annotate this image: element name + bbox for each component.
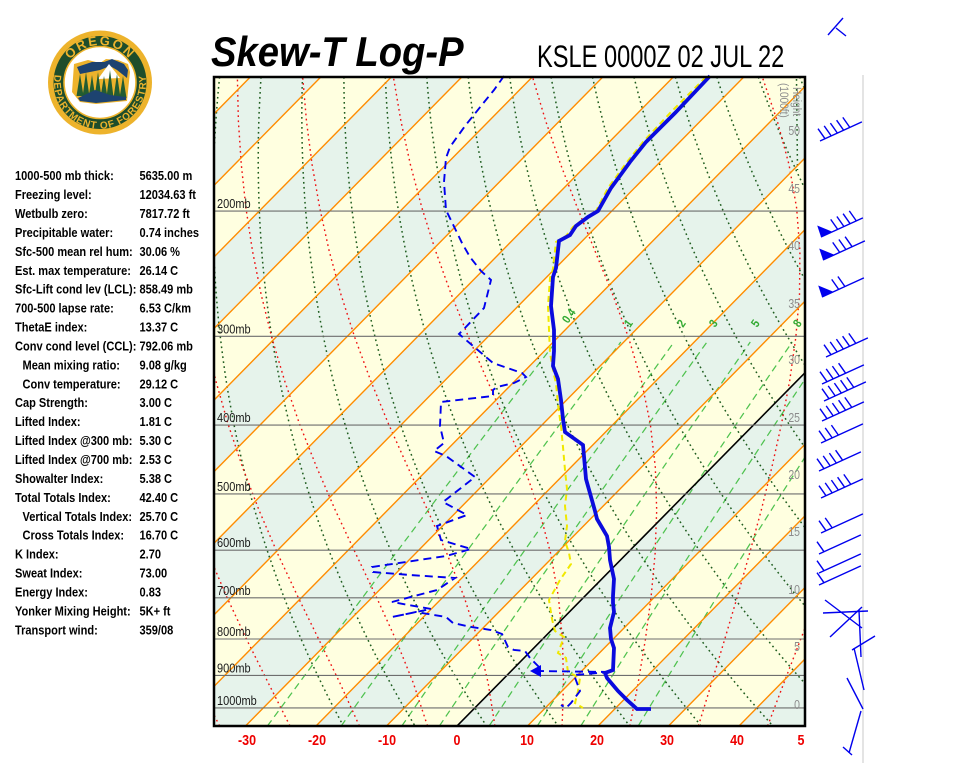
svg-text:2.53 C: 2.53 C [140, 452, 173, 467]
svg-text:29.12 C: 29.12 C [140, 376, 179, 391]
svg-text:10: 10 [520, 732, 534, 748]
svg-text:400mb: 400mb [217, 411, 251, 425]
svg-text:Vertical Totals Index:: Vertical Totals Index: [23, 509, 133, 524]
svg-text:73.00: 73.00 [140, 566, 168, 581]
svg-text:Est. max temperature:: Est. max temperature: [15, 263, 131, 278]
svg-text:1000mb: 1000mb [217, 694, 257, 708]
svg-text:Mean mixing ratio:: Mean mixing ratio: [23, 358, 120, 373]
svg-text:40: 40 [730, 732, 744, 748]
svg-text:Conv cond level (CCL):: Conv cond level (CCL): [15, 339, 136, 354]
svg-text:-20: -20 [308, 732, 326, 748]
svg-text:-30: -30 [238, 732, 256, 748]
svg-text:900mb: 900mb [217, 662, 251, 676]
svg-text:Height: Height [790, 87, 803, 116]
svg-text:5635.00 m: 5635.00 m [140, 168, 193, 183]
svg-text:Lifted Index @300 mb:: Lifted Index @300 mb: [15, 433, 132, 448]
svg-text:5K+ ft: 5K+ ft [140, 604, 171, 619]
svg-text:Sfc-500 mean rel hum:: Sfc-500 mean rel hum: [15, 244, 133, 259]
svg-text:30: 30 [788, 354, 800, 367]
svg-text:5: 5 [798, 732, 805, 748]
svg-text:K Index:: K Index: [15, 547, 59, 562]
svg-text:20: 20 [788, 469, 800, 482]
svg-text:Conv temperature:: Conv temperature: [23, 376, 121, 391]
svg-text:5.38 C: 5.38 C [140, 471, 173, 486]
svg-text:Showalter Index:: Showalter Index: [15, 471, 103, 486]
svg-text:Sweat Index:: Sweat Index: [15, 566, 82, 581]
svg-text:858.49 mb: 858.49 mb [140, 282, 193, 297]
svg-text:Lifted Index:: Lifted Index: [15, 414, 81, 429]
svg-text:30: 30 [660, 732, 674, 748]
svg-text:26.14 C: 26.14 C [140, 263, 179, 278]
svg-text:Sfc-Lift cond lev (LCL):: Sfc-Lift cond lev (LCL): [15, 282, 136, 297]
svg-text:30.06 %: 30.06 % [140, 244, 181, 259]
svg-text:50: 50 [788, 125, 800, 138]
svg-text:7817.72 ft: 7817.72 ft [140, 206, 190, 221]
svg-text:(1000ft): (1000ft) [777, 83, 790, 118]
svg-text:Cap Strength:: Cap Strength: [15, 395, 88, 410]
svg-text:300mb: 300mb [217, 323, 251, 337]
svg-text:Yonker Mixing Height:: Yonker Mixing Height: [15, 604, 131, 619]
svg-text:Wetbulb zero:: Wetbulb zero: [15, 206, 88, 221]
svg-text:20: 20 [590, 732, 604, 748]
svg-text:40: 40 [788, 240, 800, 253]
svg-text:Transport wind:: Transport wind: [15, 622, 98, 637]
svg-text:6.53 C/km: 6.53 C/km [140, 301, 192, 316]
svg-text:800mb: 800mb [217, 625, 251, 639]
svg-text:Skew-T Log-P: Skew-T Log-P [211, 28, 464, 75]
svg-text:1.81 C: 1.81 C [140, 414, 173, 429]
svg-text:13.37 C: 13.37 C [140, 320, 179, 335]
svg-text:200mb: 200mb [217, 197, 251, 211]
svg-text:42.40 C: 42.40 C [140, 490, 179, 505]
svg-text:35: 35 [788, 298, 800, 311]
svg-text:10: 10 [788, 584, 800, 597]
svg-text:5.30 C: 5.30 C [140, 433, 173, 448]
svg-text:Freezing level:: Freezing level: [15, 187, 92, 202]
svg-text:700mb: 700mb [217, 584, 251, 598]
svg-text:ThetaE index:: ThetaE index: [15, 320, 87, 335]
svg-text:Lifted Index @700 mb:: Lifted Index @700 mb: [15, 452, 132, 467]
svg-text:500mb: 500mb [217, 480, 251, 494]
svg-text:1000-500 mb thick:: 1000-500 mb thick: [15, 168, 114, 183]
svg-text:Energy Index:: Energy Index: [15, 585, 88, 600]
svg-text:45: 45 [788, 183, 800, 196]
svg-text:792.06 mb: 792.06 mb [140, 339, 193, 354]
svg-text:15: 15 [788, 526, 800, 539]
svg-text:600mb: 600mb [217, 537, 251, 551]
svg-text:3.00 C: 3.00 C [140, 395, 173, 410]
svg-text:25.70 C: 25.70 C [140, 509, 179, 524]
svg-text:KSLE 0000Z 02 JUL 22: KSLE 0000Z 02 JUL 22 [537, 39, 784, 74]
svg-text:9.08 g/kg: 9.08 g/kg [140, 358, 187, 373]
svg-text:700-500 lapse rate:: 700-500 lapse rate: [15, 301, 114, 316]
svg-text:Precipitable water:: Precipitable water: [15, 225, 113, 240]
svg-text:0: 0 [794, 699, 800, 712]
svg-text:2.70: 2.70 [140, 547, 162, 562]
svg-text:-10: -10 [378, 732, 396, 748]
svg-text:0: 0 [454, 732, 461, 748]
svg-text:Total Totals Index:: Total Totals Index: [15, 490, 111, 505]
svg-text:12034.63 ft: 12034.63 ft [140, 187, 196, 202]
svg-text:16.70 C: 16.70 C [140, 528, 179, 543]
svg-text:5: 5 [794, 641, 800, 654]
svg-text:25: 25 [788, 412, 800, 425]
svg-text:0.83: 0.83 [140, 585, 162, 600]
svg-text:359/08: 359/08 [140, 622, 174, 637]
svg-text:0.74 inches: 0.74 inches [140, 225, 200, 240]
svg-text:Cross Totals Index:: Cross Totals Index: [23, 528, 125, 543]
